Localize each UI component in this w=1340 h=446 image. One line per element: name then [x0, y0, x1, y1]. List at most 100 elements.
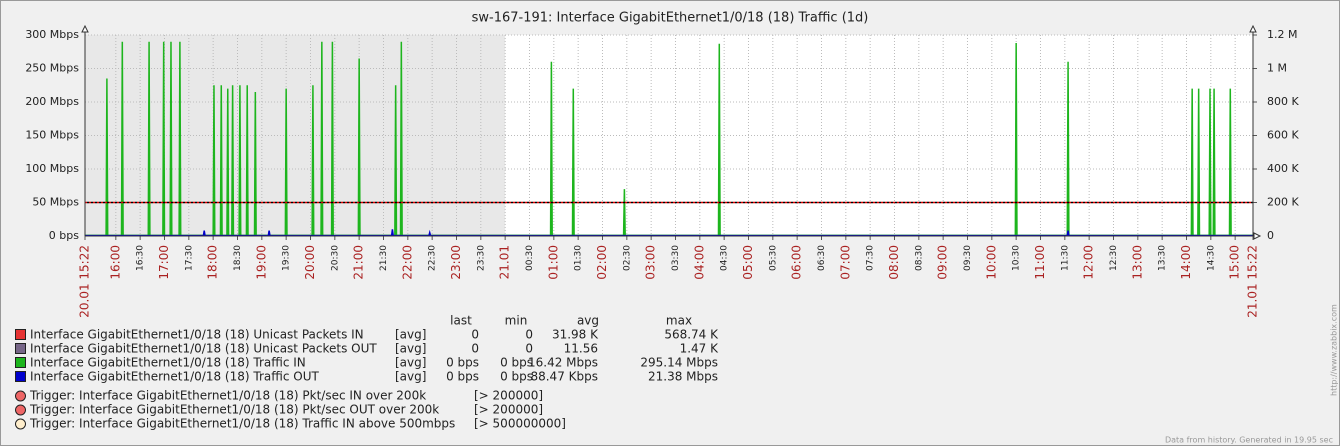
x-tick-label: 21.01 15:22: [1246, 245, 1260, 318]
x-tick-label: 11:30: [1060, 245, 1070, 271]
legend-label: Interface GigabitEthernet1/0/18 (18) Uni…: [30, 328, 364, 342]
trigger-condition: [> 200000]: [474, 403, 543, 417]
x-tick-label: 03:00: [644, 245, 658, 280]
legend-swatch: [15, 357, 26, 368]
x-tick-label: 16:30: [136, 245, 146, 271]
legend-stat: 0: [471, 328, 479, 342]
footer: Data from history. Generated in 19.95 se…: [1165, 436, 1333, 445]
x-tick-label: 18:30: [233, 245, 243, 271]
x-tick-label: 21.01: [498, 245, 512, 279]
legend-header: min: [505, 314, 528, 328]
legend-stat: 0: [471, 342, 479, 356]
y2-tick-label: 800 K: [1267, 95, 1299, 108]
y-tick-label: 50 Mbps: [32, 196, 79, 209]
x-tick-label: 22:00: [400, 245, 414, 280]
y-tick-label: 0 bps: [49, 229, 79, 242]
trigger-condition: [> 500000000]: [474, 417, 566, 431]
legend-stat: 0 bps: [446, 370, 479, 384]
x-tick-label: 23:30: [476, 245, 486, 271]
x-tick-label: 22:30: [428, 245, 438, 271]
legend-header: avg: [577, 314, 599, 328]
chart-title: sw-167-191: Interface GigabitEthernet1/0…: [472, 11, 869, 26]
x-tick-label: 11:00: [1033, 245, 1047, 280]
y-tick-label: 100 Mbps: [25, 162, 79, 175]
x-tick-label: 20:00: [303, 245, 317, 280]
x-tick-label: 21:00: [352, 245, 366, 280]
x-tick-label: 10:00: [984, 245, 998, 280]
x-tick-label: 12:00: [1082, 245, 1096, 280]
trigger-icon: [15, 390, 26, 402]
x-tick-label: 08:30: [914, 245, 924, 271]
watermark: http://www.zabbix.com: [1330, 304, 1339, 396]
x-tick-label: 01:00: [546, 245, 560, 280]
legend-label: Interface GigabitEthernet1/0/18 (18) Tra…: [30, 356, 306, 370]
legend-stat: 0: [525, 342, 533, 356]
axis-arrow: [1253, 232, 1262, 240]
trigger-label: Trigger: Interface GigabitEthernet1/0/18…: [29, 403, 439, 417]
y-tick-label: 250 Mbps: [25, 62, 79, 75]
x-tick-label: 00:30: [525, 245, 535, 271]
legend-stat: 568.74 K: [664, 328, 719, 342]
x-tick-label: 15:00: [1228, 245, 1242, 280]
x-tick-label: 02:30: [622, 245, 632, 271]
y-tick-label: 200 Mbps: [25, 95, 79, 108]
y2-tick-label: 400 K: [1267, 162, 1299, 175]
y2-tick-label: 0: [1267, 229, 1274, 242]
x-tick-label: 04:00: [692, 245, 706, 280]
legend-stat: 31.98 K: [552, 328, 599, 342]
x-tick-label: 04:30: [720, 245, 730, 271]
legend-stat: 88.47 Kbps: [530, 370, 598, 384]
legend-stat: 0 bps: [500, 370, 533, 384]
x-tick-label: 14:00: [1179, 245, 1193, 280]
x-tick-label: 05:30: [768, 245, 778, 271]
legend-swatch: [15, 329, 26, 340]
trigger-label: Trigger: Interface GigabitEthernet1/0/18…: [29, 389, 426, 403]
axis-arrow: [1249, 24, 1257, 33]
series-line: [85, 229, 1253, 237]
axis-arrow: [81, 24, 89, 33]
x-tick-label: 19:30: [282, 245, 292, 271]
legend-stat: 0 bps: [500, 356, 533, 370]
x-tick-label: 18:00: [206, 245, 220, 280]
legend-stat: 21.38 Mbps: [648, 370, 718, 384]
plot: 16:30 17:30 18:30 19:30 20:30 21:30 22:30 23:30…: [15, 24, 1299, 431]
x-tick-label: 17:00: [157, 245, 171, 280]
x-tick-label: 02:00: [595, 245, 609, 280]
x-tick-label: 03:30: [671, 245, 681, 271]
legend-function: [avg]: [395, 370, 426, 384]
legend-label: Interface GigabitEthernet1/0/18 (18) Tra…: [30, 370, 319, 384]
x-tick-label: 01:30: [574, 245, 584, 271]
x-tick-label: 23:00: [449, 245, 463, 280]
x-tick-label: 19:00: [254, 245, 268, 280]
x-tick-label: 10:30: [1012, 245, 1022, 271]
legend-function: [avg]: [395, 328, 426, 342]
trigger-label: Trigger: Interface GigabitEthernet1/0/18…: [29, 417, 455, 431]
legend-header: max: [666, 314, 692, 328]
x-tick-label: 06:30: [817, 245, 827, 271]
x-tick-label: 09:30: [963, 245, 973, 271]
y2-tick-label: 600 K: [1267, 129, 1299, 142]
legend-stat: 0: [525, 328, 533, 342]
x-tick-label: 12:30: [1109, 245, 1119, 271]
legend-stat: 1.47 K: [680, 342, 720, 356]
legend-header: last: [450, 314, 472, 328]
legend-swatch: [15, 371, 26, 382]
trigger-icon: [15, 404, 26, 416]
x-tick-label: 16:00: [108, 245, 122, 280]
x-tick-label: 13:00: [1130, 245, 1144, 280]
y-tick-label: 300 Mbps: [25, 28, 79, 41]
y2-tick-label: 1 M: [1267, 62, 1287, 75]
legend-stat: 295.14 Mbps: [640, 356, 718, 370]
legend-label: Interface GigabitEthernet1/0/18 (18) Uni…: [30, 342, 377, 356]
legend-swatch: [15, 343, 26, 354]
x-tick-label: 20:30: [330, 245, 340, 271]
x-tick-label: 07:00: [838, 245, 852, 280]
x-tick-label: 14:30: [1206, 245, 1216, 271]
legend-stat: 11.56: [564, 342, 598, 356]
x-tick-label: 20.01 15:22: [78, 245, 92, 318]
y-tick-label: 150 Mbps: [25, 129, 79, 142]
x-tick-label: 05:00: [741, 245, 755, 280]
trigger-condition: [> 200000]: [474, 389, 543, 403]
x-tick-label: 17:30: [184, 245, 194, 271]
